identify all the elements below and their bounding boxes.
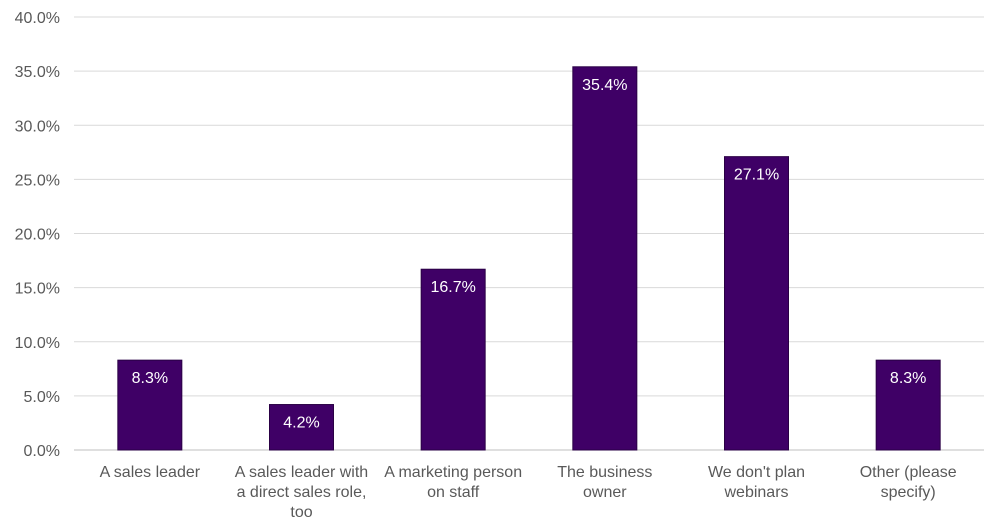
category-label: too xyxy=(290,504,312,521)
x-axis-categories: A sales leader A sales leader with a direc… xyxy=(100,464,957,521)
data-label: 16.7% xyxy=(430,279,475,296)
bar xyxy=(269,404,334,451)
category-label: owner xyxy=(583,484,627,501)
y-tick-label: 25.0% xyxy=(15,172,60,189)
data-label: 8.3% xyxy=(890,370,926,387)
category-label: webinars xyxy=(723,484,788,501)
y-tick-label: 40.0% xyxy=(15,10,60,27)
category-label: a direct sales role, xyxy=(237,484,367,501)
bar xyxy=(572,66,638,451)
category-label: specify) xyxy=(881,484,936,501)
category-label: A marketing person xyxy=(384,464,522,481)
y-tick-label: 0.0% xyxy=(24,443,60,460)
category-label: A sales leader with xyxy=(235,464,368,481)
y-tick-label: 10.0% xyxy=(15,335,60,352)
y-tick-label: 15.0% xyxy=(15,281,60,298)
y-tick-label: 35.0% xyxy=(15,64,60,81)
category-label: on staff xyxy=(427,484,480,501)
gridlines xyxy=(74,16,984,451)
bar xyxy=(117,359,183,451)
bar xyxy=(420,268,486,451)
data-label: 35.4% xyxy=(582,77,627,94)
y-tick-label: 30.0% xyxy=(15,118,60,135)
data-label: 4.2% xyxy=(283,415,319,432)
category-label: We don't plan xyxy=(708,464,805,481)
bars: 8.3% 4.2% 16.7% 35.4% 27.1% 8.3% xyxy=(117,66,941,451)
data-label: 27.1% xyxy=(734,167,779,184)
category-label: Other (please xyxy=(860,464,957,481)
y-tick-label: 20.0% xyxy=(15,227,60,244)
category-label: The business xyxy=(557,464,652,481)
bar xyxy=(875,359,941,451)
data-label: 8.3% xyxy=(132,370,168,387)
y-axis-ticks: 0.0% 5.0% 10.0% 15.0% 20.0% 25.0% 30.0% 35.0% 40… xyxy=(15,10,60,460)
category-label: A sales leader xyxy=(100,464,201,481)
y-tick-label: 5.0% xyxy=(24,389,60,406)
bar xyxy=(724,156,789,451)
